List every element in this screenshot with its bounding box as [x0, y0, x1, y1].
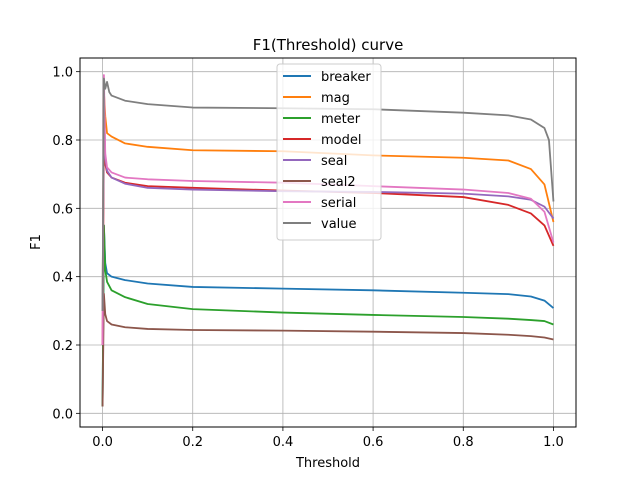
y-axis-title: F1: [29, 234, 44, 250]
series-line-mag: [101, 91, 555, 311]
legend-label-mag: mag: [321, 91, 350, 106]
legend-label-value: value: [321, 217, 357, 232]
x-tick-label: 1.0: [543, 435, 564, 450]
legend-box: [276, 63, 382, 241]
y-tick-label: 0.0: [52, 407, 73, 422]
series-lines: [101, 74, 555, 407]
y-tick-label: 0.8: [52, 134, 73, 149]
y-tick-label: 0.6: [52, 202, 73, 217]
y-tick-label: 0.2: [52, 339, 73, 354]
x-tick-label: 0.0: [92, 435, 113, 450]
legend-label-breaker: breaker: [321, 70, 371, 85]
legend-label-model: model: [321, 133, 361, 148]
series-line-serial: [101, 74, 555, 346]
plot-frame: [79, 57, 577, 428]
legend-label-seal: seal: [321, 154, 347, 169]
x-axis-title: Threshold: [295, 456, 360, 471]
axis-ticks: 0.0 0.2 0.4 0.6 0.8 1.0 0.0 0.2 0.4 0.6 0.8 1.0: [52, 66, 563, 450]
x-tick-label: 0.2: [182, 435, 203, 450]
series-line-seal2: [101, 292, 554, 407]
chart-title: F1(Threshold) curve: [253, 36, 404, 54]
y-tick-label: 0.4: [52, 271, 73, 286]
x-tick-label: 0.4: [273, 435, 294, 450]
legend: breaker mag meter model seal seal2 serial value: [276, 63, 382, 241]
series-line-value: [101, 77, 555, 311]
x-tick-label: 0.6: [363, 435, 384, 450]
y-tick-label: 1.0: [52, 66, 73, 81]
x-tick-label: 0.8: [453, 435, 474, 450]
legend-label-seal2: seal2: [321, 175, 356, 190]
series-line-meter: [101, 224, 554, 407]
legend-label-meter: meter: [321, 112, 361, 127]
legend-label-serial: serial: [321, 196, 356, 211]
